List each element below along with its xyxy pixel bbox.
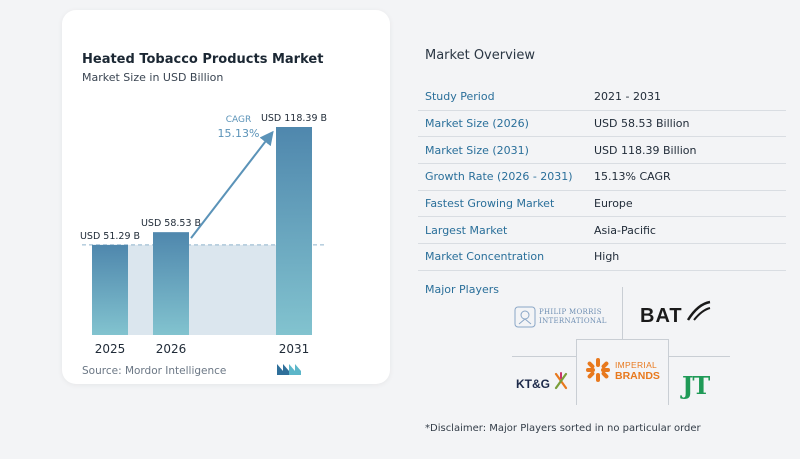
jt-text: JT — [682, 371, 710, 400]
bat-text: BAT — [640, 305, 683, 327]
divider-box-right — [668, 339, 669, 405]
overview-label: Market Concentration — [425, 250, 545, 264]
overview-value: USD 118.39 Billion — [594, 143, 697, 157]
overview-value: High — [594, 250, 620, 264]
cagr-arrow — [190, 130, 274, 239]
bat-logo: BAT — [640, 300, 720, 332]
overview-row: Growth Rate (2026 - 2031) 15.13% CAGR — [418, 164, 786, 191]
pmi-text-2: INTERNATIONAL — [539, 317, 607, 325]
philip-morris-logo: PHILIP MORRIS INTERNATIONAL — [514, 304, 614, 330]
overview-row: Largest Market Asia-Pacific — [418, 217, 786, 245]
mordor-logo — [277, 364, 301, 375]
chart-subtitle: Market Size in USD Billion — [82, 71, 224, 84]
bar-2025 — [92, 244, 128, 335]
imperial-text-1: IMPERIAL — [615, 360, 658, 370]
divider-h-right — [668, 356, 730, 357]
overview-label: Market Size (2026) — [425, 117, 529, 131]
major-players-title: Major Players — [425, 283, 499, 296]
x-tick-label: 2025 — [95, 342, 126, 356]
overview-row: Fastest Growing Market Europe — [418, 191, 786, 218]
overview-row: Study Period 2021 - 2031 — [418, 84, 786, 111]
divider-h-left — [512, 356, 576, 357]
chart-title: Heated Tobacco Products Market — [82, 52, 324, 67]
x-tick-label: 2031 — [279, 342, 310, 356]
overview-table: Study Period 2021 - 2031 Market Size (2026… — [418, 84, 786, 271]
ktg-logo: KT&G — [516, 372, 572, 394]
x-tick-label: 2026 — [156, 342, 187, 356]
overview-value: USD 58.53 Billion — [594, 117, 690, 131]
bar-value-label: USD 118.39 B — [261, 113, 327, 124]
jt-logo: JT — [682, 371, 722, 400]
overview-label: Market Size (2031) — [425, 143, 529, 157]
imperial-text-2: BRANDS — [615, 370, 660, 382]
overview-label: Growth Rate (2026 - 2031) — [425, 170, 573, 184]
overview-row: Market Concentration High — [418, 244, 786, 271]
bar-2031 — [276, 127, 312, 335]
divider-box-top — [576, 339, 668, 340]
disclaimer-text: *Disclaimer: Major Players sorted in no … — [425, 423, 701, 434]
overview-label: Largest Market — [425, 223, 508, 237]
ktg-text: KT&G — [516, 377, 550, 391]
chart-card: Heated Tobacco Products Market Market Si… — [62, 10, 390, 384]
source-text: Source: Mordor Intelligence — [82, 365, 227, 377]
bar-value-label: USD 51.29 B — [80, 231, 140, 242]
overview-row: Market Size (2026) USD 58.53 Billion — [418, 111, 786, 138]
overview-row: Market Size (2031) USD 118.39 Billion — [418, 137, 786, 165]
overview-label: Fastest Growing Market — [425, 197, 555, 211]
cagr-value: 15.13% — [218, 127, 260, 140]
overview-label: Study Period — [425, 90, 495, 104]
pmi-text-1: PHILIP MORRIS — [539, 308, 602, 316]
overview-value: 2021 - 2031 — [594, 90, 661, 104]
overview-value: Europe — [594, 197, 633, 211]
bar-chart: USD 51.29 B 2025 USD 58.53 B 2026 USD 118.39… — [80, 113, 327, 356]
imperial-brands-logo: IMPERIAL BRANDS — [585, 356, 667, 386]
divider-box-left — [576, 339, 577, 405]
bar-value-label: USD 58.53 B — [141, 218, 201, 229]
overview-value: 15.13% CAGR — [594, 170, 671, 184]
cagr-label: CAGR — [226, 115, 252, 125]
overview-value: Asia-Pacific — [594, 223, 656, 237]
overview-title: Market Overview — [425, 48, 536, 63]
divider-v-top — [622, 287, 623, 339]
bar-2026 — [153, 232, 189, 335]
